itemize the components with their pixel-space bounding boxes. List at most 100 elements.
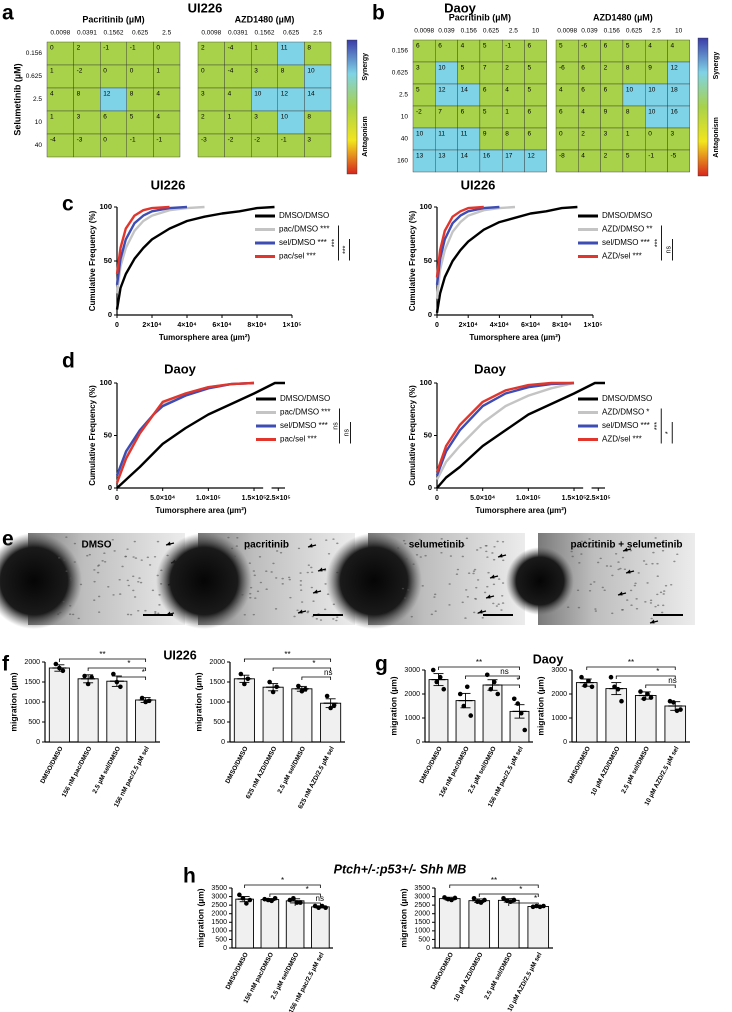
legend-significance: **: [646, 225, 652, 234]
row-label: 0.156: [26, 50, 43, 57]
x-tick-label: 2×10⁴: [142, 322, 162, 329]
data-point: [452, 895, 458, 901]
x-tick-label: 6×10⁴: [521, 322, 541, 329]
column-label: 2.5: [162, 30, 171, 37]
cell: [121, 565, 124, 568]
cell-value: 6: [103, 114, 107, 121]
cell-value: 12: [438, 87, 446, 94]
cell-value: 3: [671, 131, 675, 138]
cell: [288, 578, 291, 581]
cell-value: 14: [307, 91, 315, 98]
cell: [649, 599, 653, 602]
cell-value: -2: [416, 109, 422, 116]
cell-value: -5: [671, 153, 677, 160]
y-tick-label: 0: [416, 739, 420, 746]
cell: [676, 539, 679, 541]
x-tick-label: DMSO/DMSO: [224, 745, 249, 784]
y-tick-label: 1000: [404, 715, 420, 722]
cell-value: 6: [528, 43, 532, 50]
legend-label: pac/DMSO: [280, 408, 319, 417]
data-point: [247, 897, 253, 903]
cell-value: 10: [281, 114, 289, 121]
cell: [635, 598, 638, 600]
row-label: 10: [401, 114, 409, 121]
cell: [497, 578, 501, 580]
cell-value: 16: [483, 153, 491, 160]
cell-value: -8: [559, 153, 565, 160]
cell-value: 4: [505, 87, 509, 94]
y-tick-label: 50: [424, 256, 432, 265]
cell-value: 4: [559, 87, 563, 94]
y-axis-label: migration (µm): [398, 888, 408, 947]
cell-value: 2: [201, 114, 205, 121]
cell: [436, 542, 439, 545]
cell: [492, 602, 495, 605]
cell: [93, 569, 96, 571]
legend-significance: ***: [306, 252, 315, 261]
data-point: [530, 904, 536, 910]
cell-value: 1: [50, 114, 54, 121]
cell: [601, 586, 604, 589]
data-point: [468, 713, 474, 718]
cell-value: 6: [559, 109, 563, 116]
cell: [603, 589, 606, 592]
cell-value: 2: [505, 65, 509, 72]
cell-value: 6: [416, 43, 420, 50]
cell: [659, 591, 663, 594]
x-tick-label: 2.5 µM sel/DMSO: [467, 745, 498, 794]
cell: [138, 577, 141, 579]
cell: [654, 537, 657, 539]
cell: [306, 610, 310, 613]
cell: [249, 596, 252, 599]
bar: [48, 667, 70, 743]
data-point: [437, 674, 443, 680]
cell-value: 5: [416, 87, 420, 94]
cell: [661, 549, 665, 552]
data-point: [475, 899, 480, 905]
column-label: 0.0098: [50, 30, 70, 37]
x-tick-label: DMSO/DMSO: [418, 745, 443, 784]
cell: [483, 591, 487, 594]
cell-value: 1: [50, 68, 54, 75]
colorbar-label: Antagonism: [362, 116, 369, 156]
cell: [118, 578, 121, 581]
x-tick-label: 5.0×10⁴: [470, 495, 496, 502]
x-tick-label: 0: [435, 322, 439, 329]
cell-value: 2: [604, 153, 608, 160]
colorbar: [346, 39, 358, 175]
cell-value: 6: [581, 65, 585, 72]
heatmap-cell: [153, 133, 181, 158]
data-point: [442, 895, 447, 900]
cell: [652, 551, 655, 554]
cell: [589, 583, 593, 586]
cell: [485, 550, 488, 553]
cell: [65, 536, 68, 538]
cell-value: -6: [559, 65, 565, 72]
data-point: [461, 703, 467, 709]
bar: [605, 688, 628, 743]
cell-value: 6: [581, 87, 585, 94]
legend-significance: ***: [632, 252, 641, 261]
legend-significance: *: [646, 408, 649, 417]
significance-bracket: [478, 893, 539, 897]
data-point: [328, 705, 333, 711]
cell: [259, 581, 263, 584]
cell-value: 4: [648, 43, 652, 50]
cell: [118, 593, 122, 595]
cell: [424, 554, 427, 557]
column-label: 10: [532, 28, 540, 35]
cell: [578, 562, 581, 564]
cell: [496, 540, 499, 543]
cell: [127, 584, 131, 587]
cell: [617, 568, 620, 571]
cell: [310, 586, 314, 589]
cell: [571, 555, 574, 558]
cell: [88, 553, 92, 556]
data-point: [441, 686, 447, 692]
image-label: selumetinib: [409, 540, 465, 551]
cell-value: 12: [281, 91, 289, 98]
data-point: [484, 672, 490, 678]
arrow-head: [166, 541, 171, 546]
cell: [501, 602, 505, 604]
legend-label: DMSO/DMSO: [602, 211, 652, 220]
